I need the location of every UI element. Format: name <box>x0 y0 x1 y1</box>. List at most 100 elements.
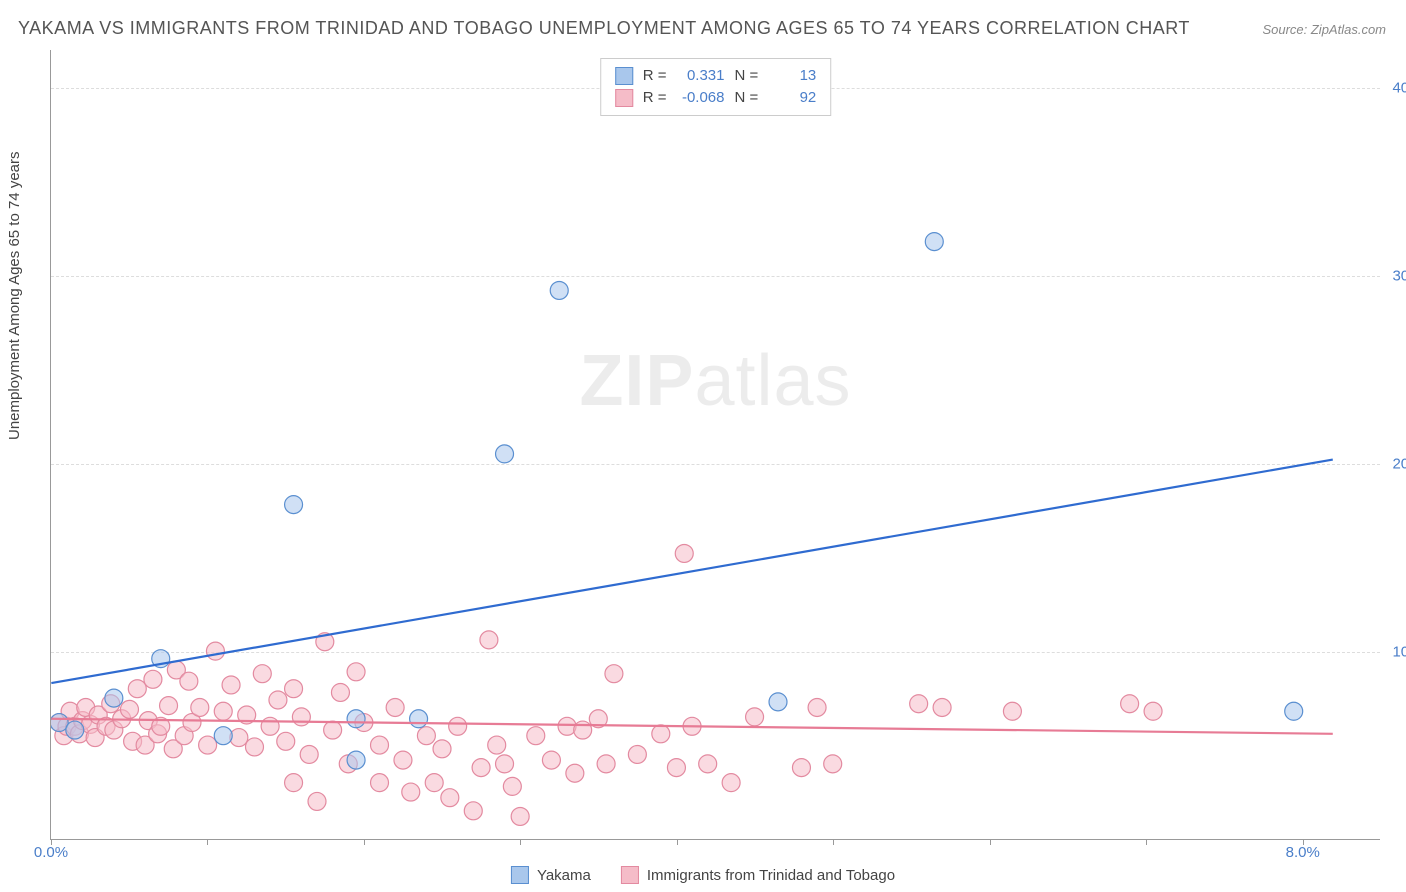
source-attribution: Source: ZipAtlas.com <box>1262 22 1386 37</box>
data-point <box>144 670 162 688</box>
y-tick-label: 30.0% <box>1392 267 1406 284</box>
data-point <box>222 676 240 694</box>
data-point <box>261 717 279 735</box>
x-tick-label: 0.0% <box>34 844 68 861</box>
data-point <box>550 281 568 299</box>
data-point <box>285 774 303 792</box>
bottom-legend: Yakama Immigrants from Trinidad and Toba… <box>511 866 895 884</box>
data-point <box>417 727 435 745</box>
trend-line <box>51 460 1332 684</box>
data-point <box>496 755 514 773</box>
y-tick-label: 10.0% <box>1392 643 1406 660</box>
data-point <box>402 783 420 801</box>
data-point <box>120 700 138 718</box>
data-point <box>824 755 842 773</box>
data-point <box>480 631 498 649</box>
data-point <box>792 759 810 777</box>
data-point <box>410 710 428 728</box>
data-point <box>566 764 584 782</box>
data-point <box>1003 702 1021 720</box>
data-point <box>675 544 693 562</box>
data-point <box>347 751 365 769</box>
data-point <box>269 691 287 709</box>
data-point <box>1285 702 1303 720</box>
data-point <box>652 725 670 743</box>
data-point <box>699 755 717 773</box>
data-point <box>347 710 365 728</box>
data-point <box>746 708 764 726</box>
stats-row-yakama: R = 0.331 N = 13 <box>615 65 817 87</box>
data-point <box>425 774 443 792</box>
scatter-plot: ZIPatlas R = 0.331 N = 13 R = -0.068 N =… <box>50 50 1380 840</box>
data-point <box>769 693 787 711</box>
x-tick-label: 8.0% <box>1286 844 1320 861</box>
x-tick <box>207 839 208 845</box>
data-point <box>105 689 123 707</box>
x-tick <box>1146 839 1147 845</box>
data-point <box>925 233 943 251</box>
data-point <box>667 759 685 777</box>
legend-swatch-trinidad <box>621 866 639 884</box>
data-point <box>214 702 232 720</box>
y-tick-label: 40.0% <box>1392 79 1406 96</box>
data-point <box>292 708 310 726</box>
data-point <box>331 683 349 701</box>
data-point <box>433 740 451 758</box>
data-point <box>441 789 459 807</box>
correlation-stats-box: R = 0.331 N = 13 R = -0.068 N = 92 <box>600 58 832 116</box>
legend-label-trinidad: Immigrants from Trinidad and Tobago <box>647 867 895 884</box>
data-point <box>324 721 342 739</box>
data-point <box>246 738 264 756</box>
data-point <box>1121 695 1139 713</box>
plot-svg <box>51 50 1380 839</box>
x-tick <box>677 839 678 845</box>
data-point <box>910 695 928 713</box>
data-point <box>527 727 545 745</box>
data-point <box>605 665 623 683</box>
legend-item-yakama: Yakama <box>511 866 591 884</box>
x-tick <box>833 839 834 845</box>
data-point <box>503 777 521 795</box>
data-point <box>496 445 514 463</box>
swatch-yakama <box>615 67 633 85</box>
chart-title: YAKAMA VS IMMIGRANTS FROM TRINIDAD AND T… <box>18 18 1190 39</box>
data-point <box>628 745 646 763</box>
data-point <box>180 672 198 690</box>
data-point <box>199 736 217 754</box>
data-point <box>285 680 303 698</box>
data-point <box>542 751 560 769</box>
data-point <box>1144 702 1162 720</box>
legend-swatch-yakama <box>511 866 529 884</box>
swatch-trinidad <box>615 89 633 107</box>
data-point <box>394 751 412 769</box>
legend-label-yakama: Yakama <box>537 867 591 884</box>
legend-item-trinidad: Immigrants from Trinidad and Tobago <box>621 866 895 884</box>
data-point <box>160 697 178 715</box>
data-point <box>511 807 529 825</box>
data-point <box>285 496 303 514</box>
data-point <box>347 663 365 681</box>
data-point <box>128 680 146 698</box>
data-point <box>371 736 389 754</box>
data-point <box>66 721 84 739</box>
x-tick <box>364 839 365 845</box>
data-point <box>558 717 576 735</box>
data-point <box>597 755 615 773</box>
data-point <box>371 774 389 792</box>
data-point <box>574 721 592 739</box>
data-point <box>277 732 295 750</box>
data-point <box>386 699 404 717</box>
x-tick <box>520 839 521 845</box>
data-point <box>464 802 482 820</box>
data-point <box>253 665 271 683</box>
y-tick-label: 20.0% <box>1392 455 1406 472</box>
data-point <box>214 727 232 745</box>
data-point <box>933 699 951 717</box>
data-point <box>472 759 490 777</box>
data-point <box>191 699 209 717</box>
y-axis-label: Unemployment Among Ages 65 to 74 years <box>6 151 23 440</box>
stats-row-trinidad: R = -0.068 N = 92 <box>615 87 817 109</box>
data-point <box>808 699 826 717</box>
data-point <box>722 774 740 792</box>
x-tick <box>990 839 991 845</box>
